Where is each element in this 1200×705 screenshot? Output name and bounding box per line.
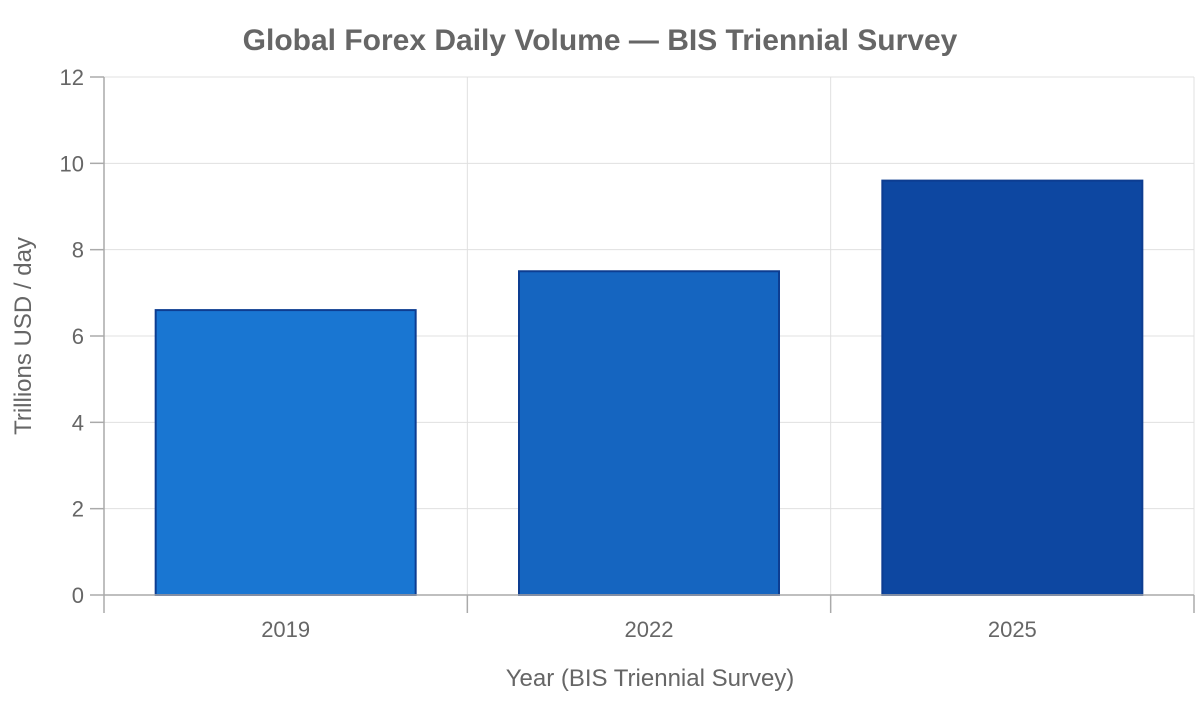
chart-title: Global Forex Daily Volume — BIS Triennia… bbox=[243, 24, 958, 57]
bars bbox=[154, 179, 1144, 596]
y-tick-label: 6 bbox=[72, 324, 84, 349]
x-tick-label: 2025 bbox=[988, 617, 1037, 642]
y-tick-label: 8 bbox=[72, 238, 84, 263]
axes bbox=[90, 76, 1195, 613]
x-axis-title: Year (BIS Triennial Survey) bbox=[506, 665, 795, 692]
y-tick-label: 2 bbox=[72, 497, 84, 522]
bar-2022 bbox=[518, 270, 780, 596]
x-tick-label: 2019 bbox=[261, 617, 310, 642]
y-tick-label: 12 bbox=[60, 65, 84, 90]
bar-2025 bbox=[881, 179, 1144, 596]
x-tick-label: 2022 bbox=[625, 617, 674, 642]
y-axis-title: Trillions USD / day bbox=[10, 237, 37, 435]
y-tick-label: 10 bbox=[60, 151, 84, 176]
y-tick-label: 4 bbox=[72, 410, 84, 435]
y-tick-label: 0 bbox=[72, 583, 84, 608]
bar-2019 bbox=[154, 309, 417, 596]
tick-labels: 0 2 4 6 8 10 12 2019 2022 2025 bbox=[60, 65, 1037, 642]
